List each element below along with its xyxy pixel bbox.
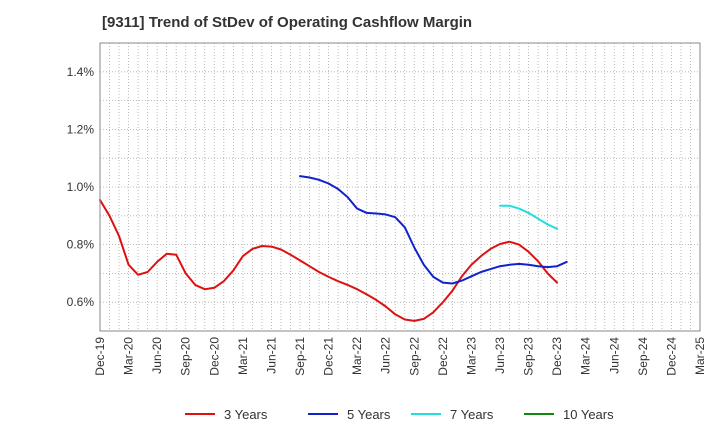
x-tick-label: Dec-19 xyxy=(93,337,107,376)
x-tick-label: Sep-20 xyxy=(179,337,193,376)
legend-label-10-years: 10 Years xyxy=(563,407,614,422)
series-lines xyxy=(99,175,568,322)
x-tick-label: Sep-22 xyxy=(407,337,421,376)
series-line-3-years xyxy=(99,199,559,322)
x-tick-label: Dec-23 xyxy=(550,337,564,376)
plot-frame xyxy=(99,42,701,332)
x-axis: Dec-19 Mar-20 Jun-20 Sep-20 Dec-20 Mar-21 Jun-… xyxy=(93,337,707,376)
x-tick-label: Mar-24 xyxy=(579,337,593,375)
grid xyxy=(100,43,700,331)
x-tick-label: Mar-25 xyxy=(693,337,707,375)
x-tick-label: Mar-21 xyxy=(236,337,250,375)
x-tick-label: Jun-20 xyxy=(150,337,164,374)
x-tick-label: Jun-21 xyxy=(264,337,278,374)
y-tick-label: 0.8% xyxy=(67,238,95,252)
chart-title: [9311] Trend of StDev of Operating Cashf… xyxy=(102,14,473,31)
x-tick-label: Dec-20 xyxy=(207,337,221,376)
y-tick-label: 1.4% xyxy=(67,65,95,79)
legend-label-5-years: 5 Years xyxy=(347,407,391,422)
x-tick-label: Jun-22 xyxy=(379,337,393,374)
x-tick-label: Mar-22 xyxy=(350,337,364,375)
x-tick-label: Sep-24 xyxy=(636,337,650,376)
y-axis: 0.6% 0.8% 1.0% 1.2% 1.4% xyxy=(67,65,95,309)
y-tick-label: 1.2% xyxy=(67,122,95,136)
x-tick-label: Mar-23 xyxy=(464,337,478,375)
legend-label-3-years: 3 Years xyxy=(224,407,268,422)
series-line-5-years xyxy=(299,175,568,285)
x-tick-label: Dec-21 xyxy=(322,337,336,376)
legend-label-7-years: 7 Years xyxy=(450,407,494,422)
x-tick-label: Sep-21 xyxy=(293,337,307,376)
legend: 3 Years 5 Years 7 Years 10 Years xyxy=(185,407,614,422)
x-tick-label: Dec-24 xyxy=(664,337,678,376)
x-tick-label: Dec-22 xyxy=(436,337,450,376)
x-tick-label: Jun-23 xyxy=(493,337,507,374)
x-tick-label: Sep-23 xyxy=(522,337,536,376)
series-line-7-years xyxy=(499,204,559,230)
x-tick-label: Mar-20 xyxy=(122,337,136,375)
x-tick-label: Jun-24 xyxy=(607,337,621,374)
y-tick-label: 0.6% xyxy=(67,295,95,309)
y-tick-label: 1.0% xyxy=(67,180,95,194)
